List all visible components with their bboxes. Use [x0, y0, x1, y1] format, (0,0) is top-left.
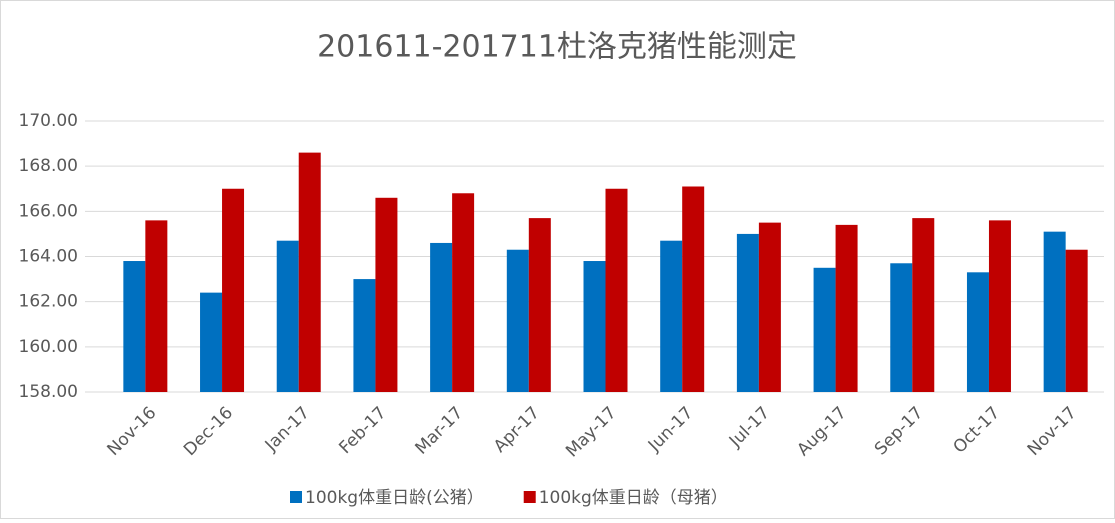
bar: [912, 218, 935, 392]
bar: [605, 188, 628, 392]
bar: [890, 263, 913, 392]
bar: [276, 240, 299, 392]
bar: [145, 220, 168, 392]
bar: [736, 233, 759, 392]
bar: [966, 272, 989, 392]
bar: [988, 220, 1011, 392]
y-tick-label: 170.00: [19, 111, 78, 131]
bar: [298, 152, 321, 392]
bar: [1065, 249, 1088, 392]
bar: [200, 292, 223, 392]
legend-swatch: [290, 491, 302, 503]
legend-label: 100kg体重日龄（母猪）: [539, 488, 728, 508]
bar: [222, 188, 245, 392]
bar: [353, 279, 376, 392]
y-tick-label: 166.00: [19, 201, 78, 221]
legend-label: 100kg体重日龄(公猪）: [305, 488, 484, 508]
legend-swatch: [523, 491, 536, 503]
y-tick-label: 168.00: [19, 156, 78, 176]
y-tick-label: 158.00: [19, 382, 78, 402]
y-tick-label: 160.00: [19, 337, 78, 357]
y-tick-label: 164.00: [19, 247, 78, 267]
bar: [660, 240, 683, 392]
bar: [452, 193, 475, 392]
bar: [583, 261, 606, 392]
bar: [758, 222, 781, 392]
bar: [430, 242, 453, 392]
bar: [682, 186, 705, 392]
bar: [813, 267, 836, 392]
bar: [123, 261, 146, 392]
bar: [835, 224, 858, 392]
bar: [528, 218, 551, 392]
bar: [375, 197, 398, 392]
bar: [506, 249, 529, 392]
y-tick-label: 162.00: [19, 292, 78, 312]
chart-title: 201611-201711杜洛克猪性能测定: [317, 30, 797, 65]
bar: [1043, 231, 1066, 392]
